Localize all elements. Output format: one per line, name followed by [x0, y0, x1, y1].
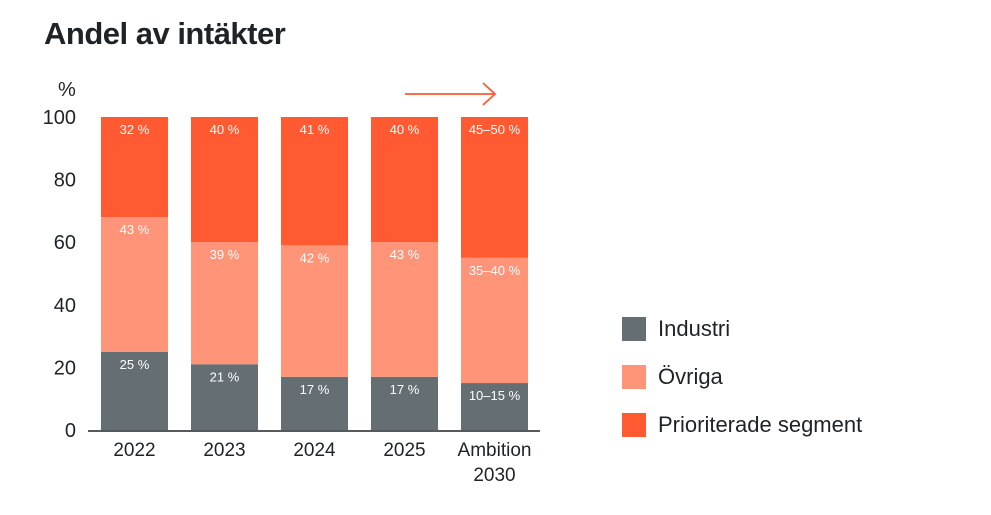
- data-label: 43 %: [390, 247, 420, 262]
- x-tick-label: 2022: [113, 440, 155, 461]
- x-tick-label: 2024: [293, 440, 336, 461]
- data-label: 45–50 %: [469, 122, 521, 137]
- data-label: 42 %: [300, 250, 330, 265]
- data-label: 21 %: [210, 369, 240, 384]
- bar-segment: [371, 376, 438, 430]
- bar-segment: [461, 383, 528, 430]
- legend: Industri Övriga Prioriterade segment: [622, 305, 862, 449]
- data-label: 39 %: [210, 247, 240, 262]
- bar-segment: [281, 245, 348, 377]
- y-tick-label: 80: [54, 170, 76, 192]
- y-axis-label: %: [58, 79, 76, 101]
- x-tick-label: Ambition: [458, 440, 532, 461]
- data-label: 17 %: [300, 382, 330, 397]
- data-label: 17 %: [390, 382, 420, 397]
- chart-title: Andel av intäkter: [44, 16, 286, 51]
- x-tick-label: 2030: [473, 465, 515, 486]
- data-label: 40 %: [390, 122, 420, 137]
- bar-segment: [461, 257, 528, 384]
- bar-segment: [191, 364, 258, 430]
- data-label: 35–40 %: [469, 263, 521, 278]
- x-tick-label: 2025: [383, 440, 425, 461]
- bar-segment: [101, 117, 168, 218]
- y-tick-label: 40: [54, 295, 76, 317]
- legend-item: Industri: [622, 305, 862, 353]
- data-label: 41 %: [300, 122, 330, 137]
- legend-label: Övriga: [658, 364, 723, 389]
- bar-segment: [101, 351, 168, 430]
- legend-label: Prioriterade segment: [658, 412, 863, 437]
- y-tick-label: 20: [54, 357, 76, 379]
- arrow-head-icon: [482, 82, 497, 106]
- bar-segment: [281, 117, 348, 246]
- bar-segment: [461, 117, 528, 258]
- y-tick-label: 60: [54, 232, 76, 254]
- data-label: 43 %: [120, 222, 150, 237]
- y-tick-label: 100: [43, 107, 76, 129]
- bar-segment: [101, 217, 168, 352]
- bar-segment: [191, 242, 258, 365]
- legend-swatch: [622, 413, 646, 437]
- legend-swatch: [622, 317, 646, 341]
- x-tick-label: 2023: [203, 440, 245, 461]
- bar-segment: [281, 376, 348, 430]
- data-label: 40 %: [210, 122, 240, 137]
- legend-label: Industri: [658, 316, 731, 341]
- legend-item: Prioriterade segment: [622, 401, 862, 449]
- bar-segment: [371, 117, 438, 243]
- data-label: 32 %: [120, 122, 150, 137]
- data-label: 10–15 %: [469, 388, 521, 403]
- legend-swatch: [622, 365, 646, 389]
- bar-segment: [371, 242, 438, 377]
- bar-segment: [191, 117, 258, 243]
- y-tick-label: 0: [65, 420, 76, 442]
- data-label: 25 %: [120, 357, 150, 372]
- legend-item: Övriga: [622, 353, 862, 401]
